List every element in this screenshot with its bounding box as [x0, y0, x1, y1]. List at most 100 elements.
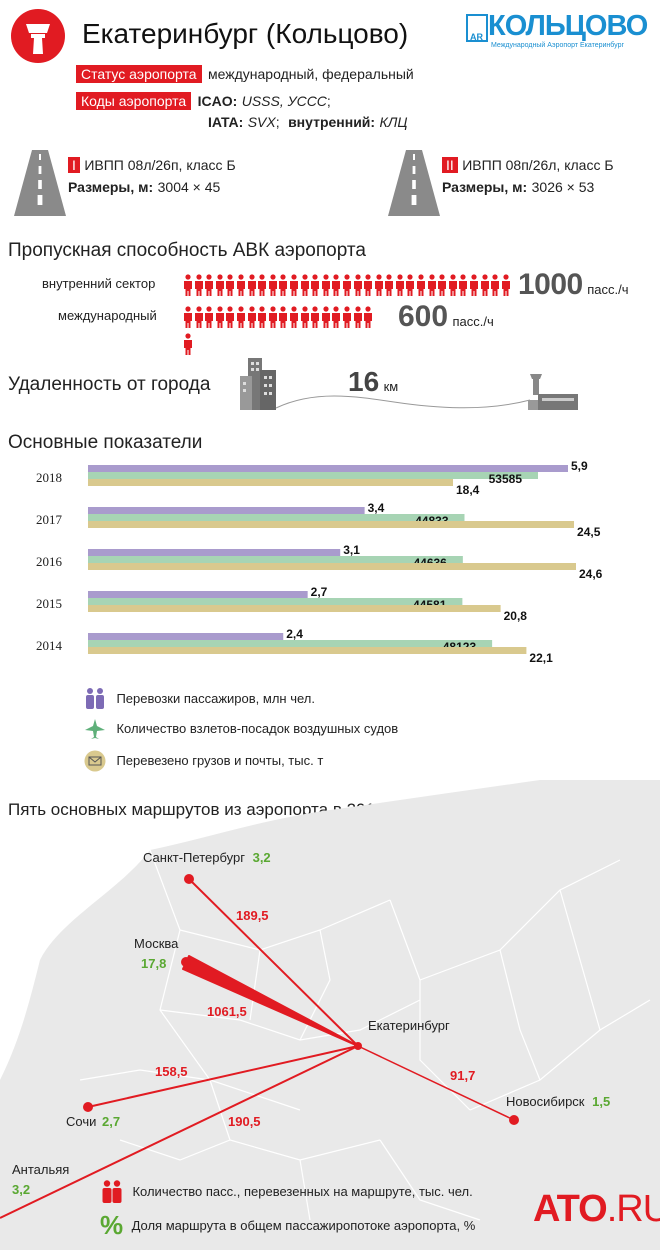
legend-label-cargo: Перевезено грузов и почты, тыс. т: [116, 753, 324, 769]
codes-row: Коды аэропорта ICAO: USSS, УССС;: [76, 92, 331, 111]
people-icon: [86, 688, 104, 709]
runway-2: II ИВПП 08п/26л, класс Б Размеры, м: 302…: [442, 157, 614, 199]
people-icon-row: [183, 274, 513, 296]
city-share-spb: 3,2: [252, 850, 271, 865]
capacity-international: 600 пасс./ч: [398, 300, 494, 334]
route-pax-spb: 189,5: [236, 908, 269, 923]
route-city-novosibirsk: Новосибирск 1,5: [506, 1094, 610, 1109]
city-share-moscow: 17,8: [141, 956, 167, 971]
routes-legend-share: % Доля маршрута в общем пассажиропотоке …: [100, 1210, 475, 1241]
distance-unit: км: [383, 379, 399, 394]
legend-label-flights: Количество взлетов-посадок воздушных суд…: [116, 721, 399, 737]
bar-1: [88, 556, 463, 563]
bar-value-label: 5,9: [571, 459, 588, 473]
airport-logo: AR КОЛЬЦОВО Международный Аэропорт Екате…: [466, 10, 650, 52]
bar-value-label: 22,1: [529, 651, 553, 665]
icao-label: ICAO:: [197, 93, 238, 109]
people-icon-row: [183, 306, 383, 355]
bar-2: [88, 521, 575, 528]
capacity-value-international: 600: [398, 300, 449, 333]
routes-legend-pax-label: Количество пасс., перевезенных на маршру…: [132, 1184, 473, 1200]
iata-row: IATA: SVX; внутренний: КЛЦ: [208, 114, 408, 132]
runway-icon: [14, 150, 66, 216]
bar-2: [88, 647, 527, 654]
bar-0: [88, 465, 568, 472]
russia-map: [0, 780, 660, 1250]
logo-text: КОЛЬЦОВО: [488, 10, 648, 42]
runway-1-name: ИВПП 08л/26п, класс Б: [84, 157, 236, 173]
iata-sep: ;: [275, 114, 280, 130]
page-title: Екатеринбург (Кольцово): [82, 18, 409, 49]
city-marker-moscow: [181, 957, 191, 967]
route-city-sochi: Сочи 2,7: [66, 1114, 120, 1129]
city-name-spb: Санкт-Петербург: [143, 850, 245, 865]
codes-label: Коды аэропорта: [76, 92, 192, 110]
percent-icon: %: [100, 1210, 124, 1240]
internal-value: КЛЦ: [379, 114, 408, 130]
plane-icon: [85, 719, 105, 739]
airport-tower-icon: [11, 9, 65, 63]
distance-path: [275, 395, 531, 409]
iata-value: SVX: [247, 114, 276, 130]
bar-0: [88, 507, 365, 514]
indicators-title: Основные показатели: [8, 432, 203, 453]
logo-subtitle: Международный Аэропорт Екатеринбург: [491, 42, 625, 49]
capacity-unit-domestic: пасс./ч: [587, 282, 629, 297]
city-name-novosibirsk: Новосибирск: [506, 1094, 585, 1109]
route-pax-moscow: 1061,5: [207, 1004, 247, 1019]
runway-2-name: ИВПП 08п/26л, класс Б: [462, 157, 614, 173]
routes-title: Пять основных маршрутов из аэропорта в 2…: [8, 800, 398, 819]
route-line-moscow: [182, 955, 359, 1047]
bar-value-label: 24,6: [579, 567, 603, 581]
route-line-novosibirsk: [357, 1045, 515, 1121]
bar-0: [88, 633, 284, 640]
runway-1-size: 3004 × 45: [157, 179, 221, 195]
bar-0: [88, 591, 308, 598]
route-line-spb: [188, 878, 359, 1047]
route-line-antalya: [0, 1045, 359, 1219]
distance-readout: 16 км: [348, 366, 398, 398]
iata-label: IATA:: [208, 114, 244, 130]
bar-1: [88, 640, 493, 647]
bar-2: [88, 563, 576, 570]
bar-value-label: 3,4: [368, 501, 385, 515]
bar-value-label: 53585: [489, 472, 523, 486]
route-pax-novosibirsk: 91,7: [450, 1068, 476, 1083]
airport-terminal-icon: [528, 374, 578, 410]
city-marker-spb: [184, 874, 194, 884]
bar-value-label: 2,4: [286, 627, 303, 641]
bar-2: [88, 479, 454, 486]
city-marker-novosibirsk: [509, 1115, 519, 1125]
capacity-label-international: международный: [58, 308, 157, 323]
route-pax-sochi: 158,5: [155, 1064, 188, 1079]
internal-label: внутренний:: [288, 114, 376, 130]
distance-value: 16: [348, 366, 380, 397]
icao-value: USSS, УССС: [241, 93, 327, 109]
people-icon: [102, 1180, 122, 1203]
runway-icon: [388, 150, 440, 216]
runway-2-size: 3026 × 53: [531, 179, 595, 195]
capacity-value-domestic: 1000: [518, 268, 583, 301]
bar-1: [88, 472, 538, 479]
capacity-label-domestic: внутренний сектор: [42, 276, 156, 291]
indicators-bar-chart: 20185,95358518,420173,44483324,520163,14…: [36, 459, 603, 665]
year-label: 2016: [36, 554, 63, 569]
bar-0: [88, 549, 341, 556]
status-row: Статус аэропорта международный, федераль…: [76, 65, 414, 84]
year-label: 2014: [36, 638, 63, 653]
city-marker-sochi: [83, 1102, 93, 1112]
legend-item-flights: Количество взлетов-посадок воздушных суд…: [84, 718, 398, 740]
brand-suffix: .RU: [606, 1188, 660, 1230]
runway-1: I ИВПП 08л/26п, класс Б Размеры, м: 3004…: [68, 157, 236, 199]
runway-2-size-label: Размеры, м:: [442, 179, 528, 195]
year-label: 2017: [36, 512, 63, 527]
legend-label-passengers: Перевозки пассажиров, млн чел.: [116, 691, 315, 707]
capacity-title: Пропускная способность АВК аэропорта: [8, 240, 366, 261]
year-label: 2015: [36, 596, 62, 611]
brand-logo: ATO.RU: [533, 1188, 660, 1231]
route-pax-antalya: 190,5: [228, 1114, 261, 1129]
routes-legend-pax: Количество пасс., перевезенных на маршру…: [100, 1180, 473, 1204]
city-share-novosibirsk: 1,5: [592, 1094, 611, 1109]
year-label: 2018: [36, 470, 62, 485]
